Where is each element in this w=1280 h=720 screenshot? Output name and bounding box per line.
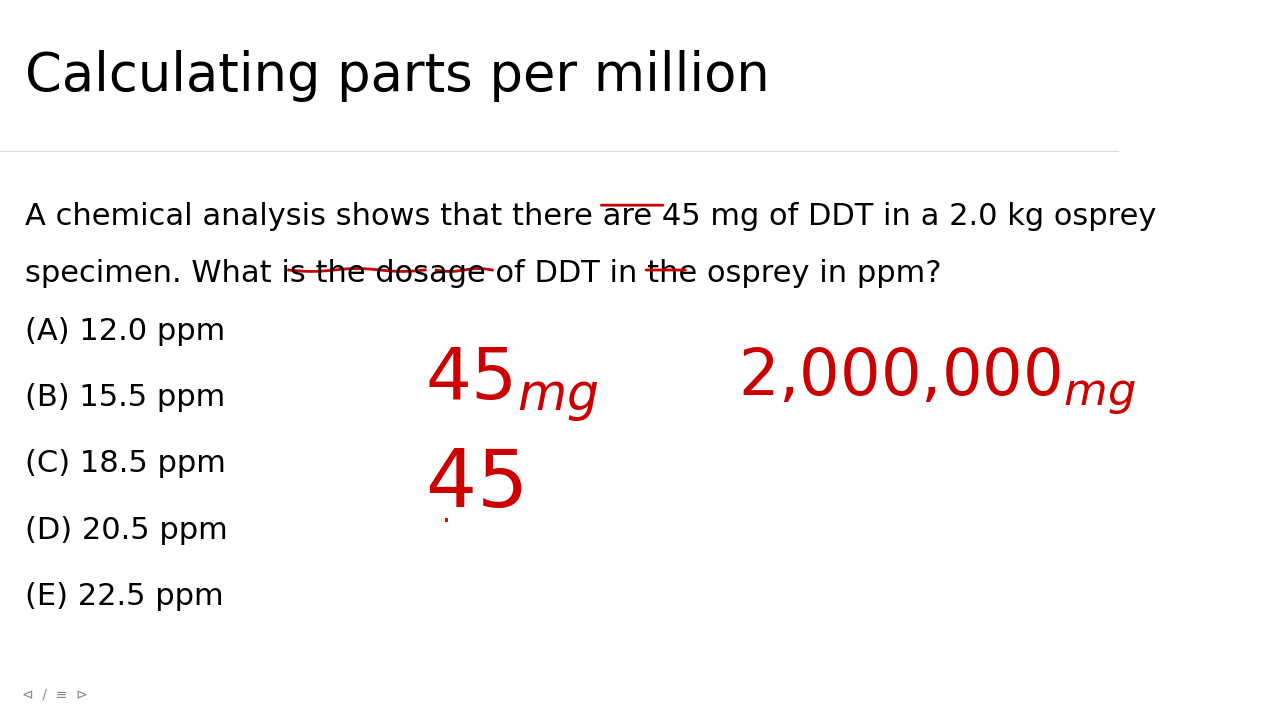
Text: A chemical analysis shows that there are 45 mg of DDT in a 2.0 kg osprey: A chemical analysis shows that there are… <box>24 202 1156 230</box>
Text: specimen. What is the dosage of DDT in the osprey in ppm?: specimen. What is the dosage of DDT in t… <box>24 259 941 288</box>
Text: $2{,}000{,}000_{mg}$: $2{,}000{,}000_{mg}$ <box>739 346 1137 417</box>
Text: (E) 22.5 ppm: (E) 22.5 ppm <box>24 582 223 611</box>
Text: Calculating parts per million: Calculating parts per million <box>24 50 769 102</box>
Text: .: . <box>442 500 451 528</box>
Text: (D) 20.5 ppm: (D) 20.5 ppm <box>24 516 228 544</box>
Text: $45_{mg}$: $45_{mg}$ <box>425 346 599 425</box>
Text: $45$: $45$ <box>425 446 522 524</box>
Text: (A) 12.0 ppm: (A) 12.0 ppm <box>24 317 225 346</box>
Text: (B) 15.5 ppm: (B) 15.5 ppm <box>24 383 225 412</box>
Text: (C) 18.5 ppm: (C) 18.5 ppm <box>24 449 225 478</box>
Text: ⊲  ∕  ≡  ⊳: ⊲ ∕ ≡ ⊳ <box>22 688 88 702</box>
